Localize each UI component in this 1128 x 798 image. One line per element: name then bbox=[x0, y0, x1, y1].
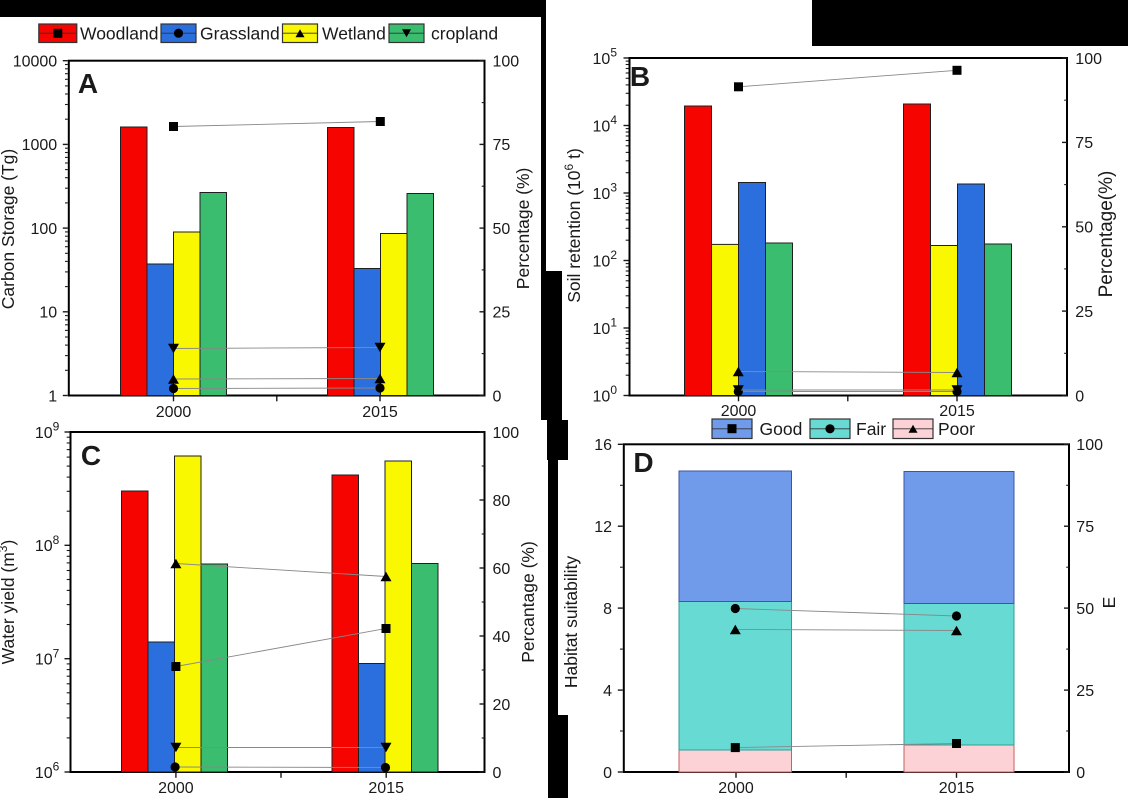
svg-text:12: 12 bbox=[594, 519, 612, 536]
svg-text:2015: 2015 bbox=[939, 403, 975, 420]
svg-text:20: 20 bbox=[493, 697, 511, 714]
svg-text:2000: 2000 bbox=[156, 404, 192, 421]
svg-text:2015: 2015 bbox=[362, 404, 398, 421]
svg-text:75: 75 bbox=[1075, 135, 1093, 152]
svg-text:75: 75 bbox=[1076, 519, 1094, 536]
svg-text:4: 4 bbox=[603, 683, 612, 700]
svg-text:100: 100 bbox=[493, 425, 520, 442]
svg-text:Percentage(%): Percentage(%) bbox=[1096, 171, 1117, 298]
svg-text:0: 0 bbox=[1075, 388, 1084, 405]
svg-text:Percentage (%): Percentage (%) bbox=[513, 168, 533, 290]
svg-text:Poor: Poor bbox=[938, 419, 975, 439]
svg-text:50: 50 bbox=[493, 221, 511, 238]
svg-text:A: A bbox=[78, 68, 98, 99]
svg-text:0: 0 bbox=[603, 765, 612, 782]
svg-text:D: D bbox=[633, 447, 653, 478]
svg-text:75: 75 bbox=[493, 137, 511, 154]
svg-text:1000: 1000 bbox=[22, 137, 58, 154]
svg-text:Carbon Storage (Tg): Carbon Storage (Tg) bbox=[0, 149, 18, 310]
svg-text:C: C bbox=[81, 440, 101, 471]
svg-text:8: 8 bbox=[603, 601, 612, 618]
svg-text:2000: 2000 bbox=[158, 780, 194, 797]
svg-text:25: 25 bbox=[1076, 683, 1094, 700]
svg-text:10: 10 bbox=[39, 305, 57, 322]
svg-text:2000: 2000 bbox=[718, 780, 754, 797]
svg-text:Soil retention (106 t): Soil retention (106 t) bbox=[562, 148, 584, 303]
svg-text:Fair: Fair bbox=[856, 419, 886, 439]
svg-text:50: 50 bbox=[1076, 601, 1094, 618]
svg-text:Grassland: Grassland bbox=[200, 24, 280, 44]
svg-text:Wetland: Wetland bbox=[322, 24, 386, 44]
svg-text:2000: 2000 bbox=[721, 403, 757, 420]
svg-text:Percantage (%): Percantage (%) bbox=[518, 541, 538, 663]
svg-text:Water yield (m3): Water yield (m3) bbox=[0, 540, 18, 665]
svg-text:0: 0 bbox=[1076, 765, 1085, 782]
svg-text:B: B bbox=[630, 61, 650, 92]
svg-text:80: 80 bbox=[493, 493, 511, 510]
svg-text:cropland: cropland bbox=[431, 24, 498, 44]
svg-text:2015: 2015 bbox=[368, 780, 404, 797]
svg-text:Habitat suitability: Habitat suitability bbox=[561, 556, 581, 689]
svg-text:1: 1 bbox=[48, 388, 57, 405]
svg-text:Woodland: Woodland bbox=[80, 24, 159, 44]
svg-text:25: 25 bbox=[493, 305, 511, 322]
svg-text:16: 16 bbox=[594, 437, 612, 454]
svg-text:50: 50 bbox=[1075, 220, 1093, 237]
svg-text:Good: Good bbox=[760, 419, 803, 439]
svg-text:100: 100 bbox=[493, 54, 520, 71]
svg-text:100: 100 bbox=[30, 221, 57, 238]
svg-text:0: 0 bbox=[493, 388, 502, 405]
svg-text:2015: 2015 bbox=[939, 780, 975, 797]
svg-text:0: 0 bbox=[493, 765, 502, 782]
svg-text:100: 100 bbox=[1075, 51, 1102, 68]
svg-text:40: 40 bbox=[493, 629, 511, 646]
svg-text:10000: 10000 bbox=[13, 54, 58, 71]
svg-text:25: 25 bbox=[1075, 304, 1093, 321]
svg-text:E: E bbox=[1099, 597, 1119, 609]
svg-text:60: 60 bbox=[493, 561, 511, 578]
svg-text:100: 100 bbox=[1076, 437, 1103, 454]
